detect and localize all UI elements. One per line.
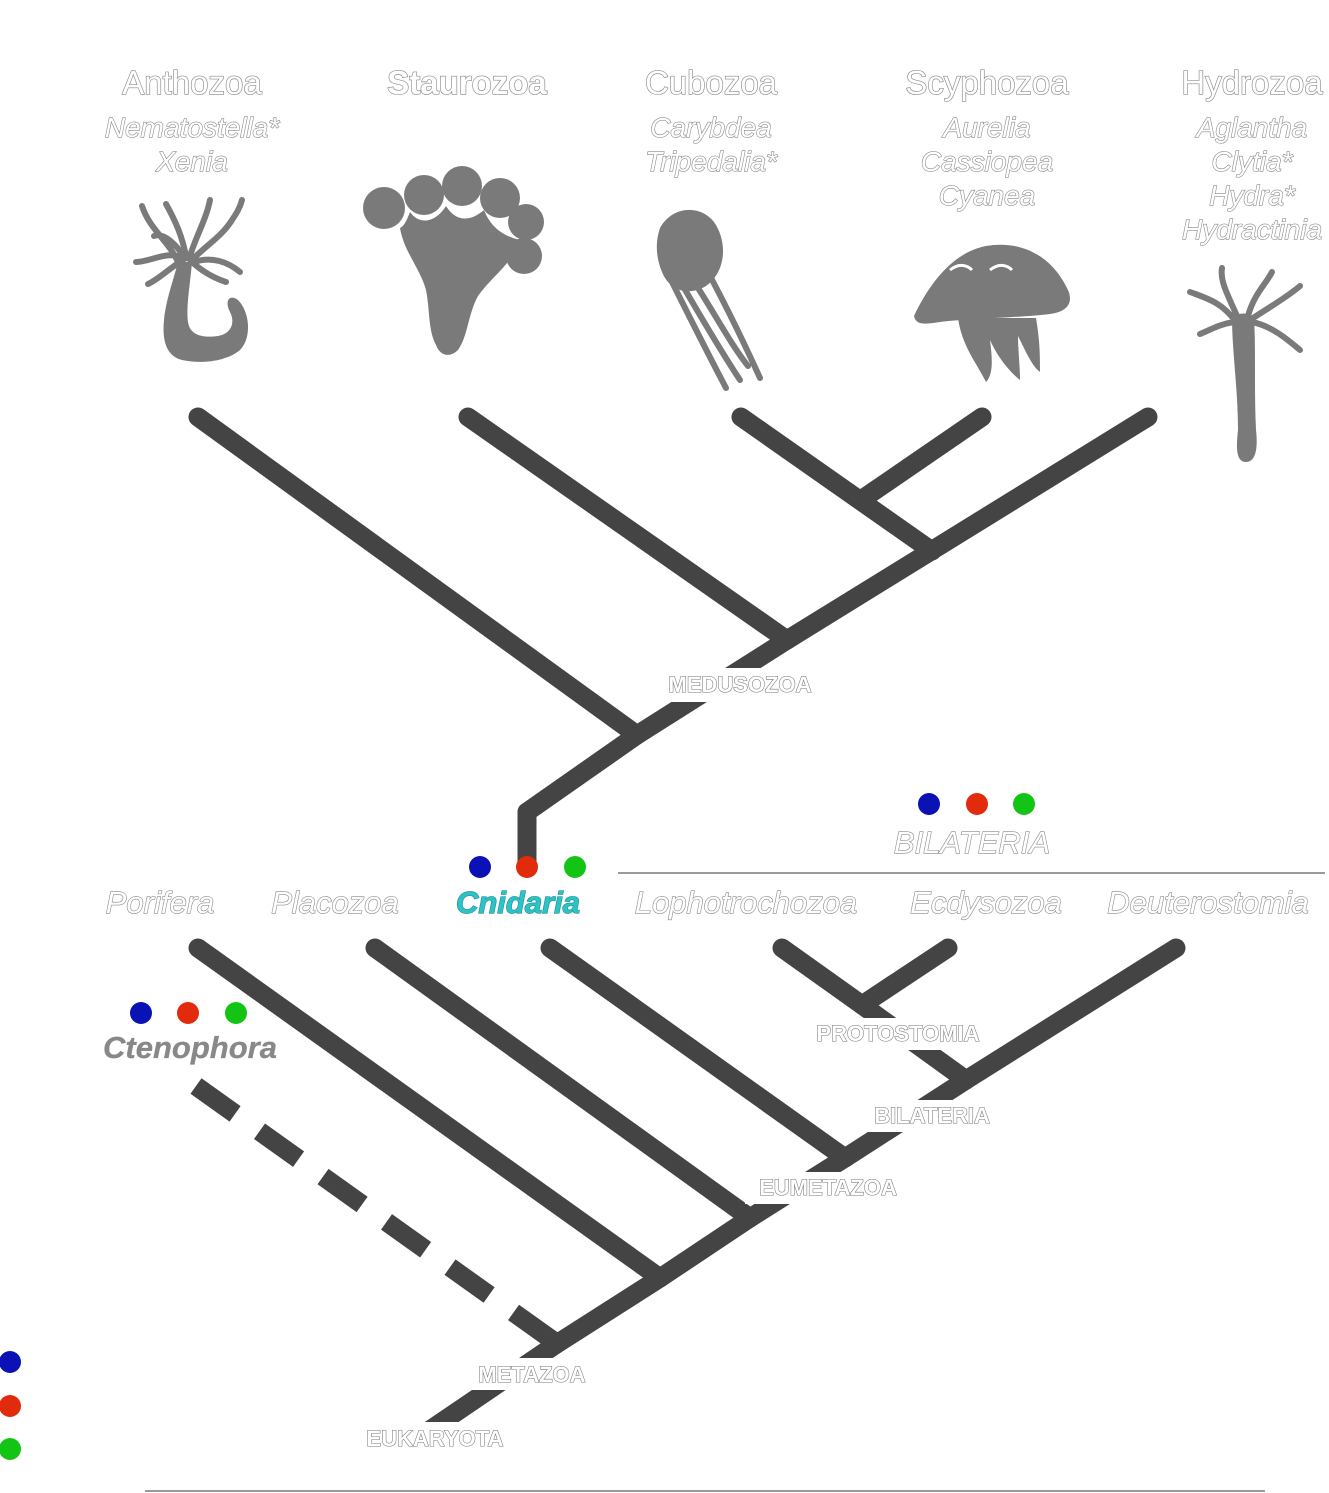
- marker-green-dot: [564, 856, 586, 878]
- genus-hydractinia: Hydractinia: [1182, 214, 1322, 245]
- marker-blue-dot: [469, 856, 491, 878]
- branch-lophotrochozoa: [772, 938, 872, 1015]
- branch-cubozoa: [731, 407, 942, 561]
- medusozoa-label-bg: [650, 668, 830, 702]
- scyphozoa-silhouette-icon: [914, 244, 1070, 382]
- protostomia-label-bg: [800, 1018, 995, 1050]
- genus-labels: Nematostella* Xenia Carybdea Tripedalia*…: [104, 111, 1322, 245]
- eumetazoa-label-bg: [745, 1172, 913, 1204]
- genus-cyanea: Cyanea: [939, 180, 1036, 211]
- clade-staurozoa: Staurozoa: [387, 64, 547, 101]
- medusozoa-label: MEDUSOZOA: [669, 672, 812, 697]
- genus-clytia: Clytia*: [1212, 146, 1294, 177]
- legend-blue-dot: [0, 1351, 21, 1373]
- branch-metazoa-stem: [545, 1268, 670, 1355]
- genus-hydra: Hydra*: [1209, 180, 1296, 211]
- phylum-labels: Porifera Placozoa Cnidaria Lophotrochozo…: [103, 884, 1310, 1065]
- branch-ecdysozoa: [852, 938, 958, 1015]
- clade-anthozoa: Anthozoa: [122, 64, 262, 101]
- branch-cnidaria-stem: [517, 725, 647, 822]
- staurozoa-silhouette-icon: [363, 166, 544, 355]
- marker-red-dot: [966, 793, 988, 815]
- cubozoa-silhouette-icon: [656, 209, 763, 391]
- branch-scyphozoa: [851, 407, 992, 510]
- phylum-ecdysozoa: Ecdysozoa: [910, 885, 1062, 920]
- phylum-lophotrochozoa: Lophotrochozoa: [635, 885, 857, 920]
- eukaryota-label-bg: [350, 1422, 520, 1454]
- clade-hydrozoa: Hydrozoa: [1181, 64, 1323, 101]
- genus-cassiopea: Cassiopea: [921, 146, 1053, 177]
- marker-red-dot: [516, 856, 538, 878]
- phylum-placozoa: Placozoa: [271, 885, 399, 920]
- markers-ctenophora: [130, 1002, 247, 1024]
- legend-green-dot: [0, 1438, 21, 1460]
- protostomia-label: PROTOSTOMIA: [817, 1021, 980, 1046]
- clade-cubozoa: Cubozoa: [645, 64, 778, 101]
- markers-cnidaria: [469, 856, 586, 878]
- marker-green-dot: [1013, 793, 1035, 815]
- anthozoa-silhouette-icon: [133, 197, 249, 362]
- branch-placozoa-join: [650, 1208, 760, 1288]
- branch-porifera: [188, 938, 670, 1288]
- phylum-cnidaria: Cnidaria: [456, 885, 580, 920]
- metazoa-tree: [188, 938, 1186, 1440]
- branch-cnidaria: [540, 938, 855, 1168]
- marker-green-dot: [225, 1002, 247, 1024]
- genus-aurelia: Aurelia: [941, 112, 1030, 143]
- branch-anthozoa: [188, 407, 647, 745]
- branch-ctenophora-dashed: [190, 1078, 561, 1350]
- phylum-deuterostomia: Deuterostomia: [1107, 885, 1309, 920]
- branch-placozoa: [365, 938, 760, 1228]
- bilateria-label-bg: [862, 1100, 1002, 1132]
- bilateria-group-label: BILATERIA: [894, 825, 1050, 860]
- phylum-ctenophora: Ctenophora: [103, 1030, 277, 1065]
- marker-blue-dot: [918, 793, 940, 815]
- genus-nematostella: Nematostella*: [105, 112, 280, 143]
- branch-staurozoa: [458, 407, 797, 650]
- cnidaria-tree: [188, 407, 1158, 872]
- genus-carybdea: Carybdea: [650, 112, 771, 143]
- legend-markers: [0, 1351, 21, 1460]
- clade-scyphozoa: Scyphozoa: [905, 64, 1069, 101]
- hydrozoa-silhouette-icon: [1187, 265, 1303, 462]
- markers-bilateria: [918, 793, 1035, 815]
- branch-deuterostomia: [956, 938, 1186, 1090]
- genus-tripedalia: Tripedalia*: [645, 146, 778, 177]
- legend-red-dot: [0, 1395, 21, 1417]
- genus-aglantha: Aglantha: [1195, 112, 1308, 143]
- marker-blue-dot: [130, 1002, 152, 1024]
- eumetazoa-label: EUMETAZOA: [759, 1175, 897, 1200]
- marker-red-dot: [177, 1002, 199, 1024]
- metazoa-label: METAZOA: [478, 1362, 585, 1387]
- branch-hydrozoa: [777, 407, 1158, 650]
- eukaryota-label: EUKARYOTA: [367, 1426, 504, 1451]
- bilateria-node-label: BILATERIA: [874, 1103, 990, 1128]
- metazoa-label-bg: [462, 1358, 602, 1390]
- phylum-porifera: Porifera: [106, 885, 215, 920]
- top-clade-labels: Anthozoa Staurozoa Cubozoa Scyphozoa Hyd…: [122, 63, 1324, 101]
- genus-xenia: Xenia: [155, 146, 228, 177]
